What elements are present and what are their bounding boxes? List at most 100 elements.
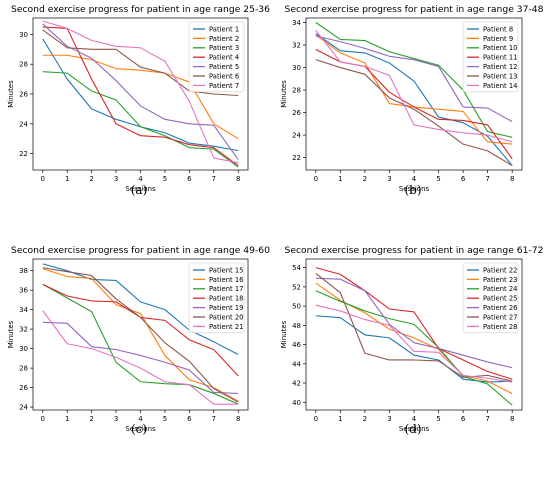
x-tick-label: 4 xyxy=(412,415,417,423)
y-tick-label: 24 xyxy=(19,404,28,412)
legend-label: Patient 5 xyxy=(209,63,239,71)
legend-label: Patient 28 xyxy=(483,323,517,331)
series-line-3 xyxy=(42,71,239,168)
legend-label: Patient 16 xyxy=(209,276,243,284)
x-tick-label: 5 xyxy=(163,415,167,423)
legend-label: Patient 3 xyxy=(209,44,239,52)
x-tick-label: 7 xyxy=(212,415,216,423)
x-tick-label: 7 xyxy=(212,175,216,183)
x-tick-label: 4 xyxy=(138,175,143,183)
y-axis-label: Minutes xyxy=(280,320,288,348)
y-tick-label: 32 xyxy=(19,326,28,334)
series-line-6 xyxy=(42,29,239,97)
series-line-3 xyxy=(315,290,513,406)
series-line-3 xyxy=(42,283,239,405)
x-axis-label: Sessions xyxy=(125,185,156,193)
chart-title: Second exercise progress for patient in … xyxy=(11,245,270,256)
y-tick-label: 24 xyxy=(292,132,301,140)
legend-box xyxy=(188,21,245,93)
legend-label: Patient 21 xyxy=(209,323,243,331)
x-tick-label: 0 xyxy=(41,415,45,423)
x-tick-label: 8 xyxy=(510,175,514,183)
series-line-3 xyxy=(315,22,513,138)
series-line-7 xyxy=(315,304,513,383)
legend-label: Patient 22 xyxy=(483,266,517,274)
y-tick-label: 38 xyxy=(19,267,28,275)
x-tick-label: 5 xyxy=(436,415,440,423)
y-tick-label: 28 xyxy=(292,87,301,95)
series-line-1 xyxy=(42,263,239,355)
y-axis-label: Minutes xyxy=(7,320,15,348)
series-line-4 xyxy=(42,26,239,166)
panel-caption: (b) xyxy=(404,183,421,197)
series-line-5 xyxy=(315,35,513,123)
legend-box xyxy=(462,21,519,93)
legend-label: Patient 1 xyxy=(209,25,239,33)
x-tick-label: 1 xyxy=(338,175,342,183)
legend-label: Patient 19 xyxy=(209,304,243,312)
series-line-7 xyxy=(42,20,239,164)
y-tick-label: 46 xyxy=(292,341,301,349)
y-tick-label: 50 xyxy=(292,303,301,311)
panel-caption: (d) xyxy=(404,422,421,436)
y-tick-label: 30 xyxy=(19,31,28,39)
series-line-5 xyxy=(315,277,513,369)
y-axis-label: Minutes xyxy=(280,80,288,108)
series-line-7 xyxy=(315,30,513,143)
y-tick-label: 26 xyxy=(292,109,301,117)
x-tick-label: 4 xyxy=(412,175,417,183)
y-tick-label: 26 xyxy=(19,384,28,392)
legend-label: Patient 9 xyxy=(483,35,513,43)
x-tick-label: 1 xyxy=(338,415,342,423)
series-line-6 xyxy=(315,272,513,382)
legend-label: Patient 7 xyxy=(209,82,239,90)
x-tick-label: 7 xyxy=(485,415,489,423)
legend-label: Patient 26 xyxy=(483,304,517,312)
legend-label: Patient 8 xyxy=(483,25,513,33)
x-tick-label: 2 xyxy=(363,175,367,183)
x-tick-label: 1 xyxy=(65,415,69,423)
legend-label: Patient 4 xyxy=(209,54,239,62)
y-tick-label: 52 xyxy=(292,283,301,291)
x-tick-label: 3 xyxy=(387,415,391,423)
legend-box xyxy=(188,262,245,334)
series-line-6 xyxy=(42,267,239,403)
y-tick-label: 54 xyxy=(292,264,301,272)
series-line-4 xyxy=(315,267,513,380)
legend-label: Patient 13 xyxy=(483,72,517,80)
chart-panel-3: Second exercise progress for patient in … xyxy=(7,245,270,433)
legend-label: Patient 15 xyxy=(209,266,243,274)
x-tick-label: 5 xyxy=(436,175,440,183)
chart-panel-4: Second exercise progress for patient in … xyxy=(280,245,543,433)
x-tick-label: 8 xyxy=(236,415,240,423)
x-axis-label: Sessions xyxy=(125,425,156,433)
y-tick-label: 30 xyxy=(292,64,301,72)
x-tick-label: 0 xyxy=(314,175,318,183)
series-line-6 xyxy=(315,59,513,166)
chart-panel-1: Second exercise progress for patient in … xyxy=(7,4,270,193)
y-tick-label: 30 xyxy=(19,345,28,353)
x-tick-label: 3 xyxy=(387,175,391,183)
x-tick-label: 0 xyxy=(41,175,45,183)
y-tick-label: 40 xyxy=(292,399,301,407)
x-tick-label: 6 xyxy=(187,175,192,183)
series-line-7 xyxy=(42,310,239,405)
series-line-5 xyxy=(42,321,239,394)
legend-label: Patient 10 xyxy=(483,44,517,52)
legend-label: Patient 2 xyxy=(209,35,239,43)
y-tick-label: 34 xyxy=(292,19,301,27)
y-tick-label: 22 xyxy=(292,154,301,162)
chart-panel-2: Second exercise progress for patient in … xyxy=(280,4,544,193)
x-tick-label: 3 xyxy=(114,415,118,423)
y-tick-label: 26 xyxy=(19,91,28,99)
y-tick-label: 32 xyxy=(292,42,301,50)
y-axis-label: Minutes xyxy=(7,80,15,108)
legend-label: Patient 20 xyxy=(209,313,243,321)
y-tick-label: 28 xyxy=(19,61,28,69)
legend-label: Patient 12 xyxy=(483,63,517,71)
legend-label: Patient 27 xyxy=(483,313,517,321)
y-tick-label: 44 xyxy=(292,360,301,368)
